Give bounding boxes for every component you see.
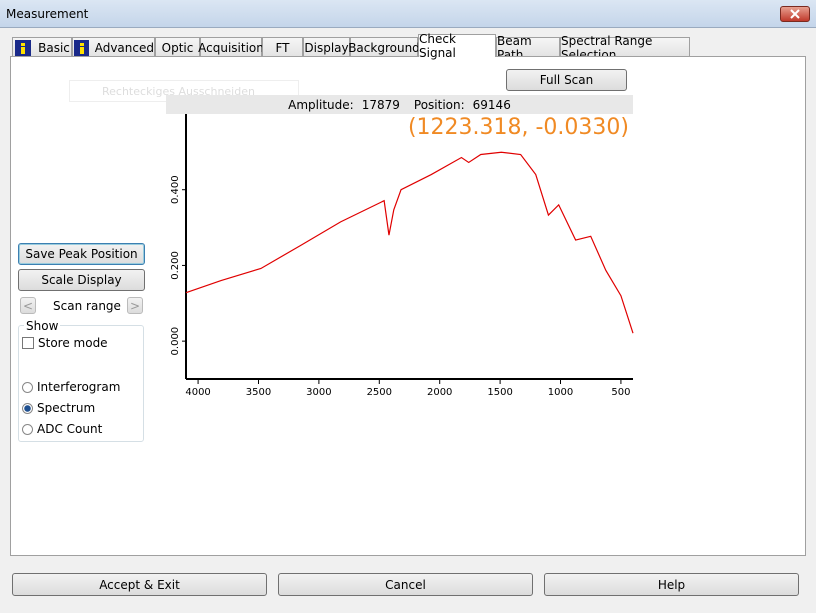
x-tick-label: 500 (611, 387, 630, 398)
show-group: Show Store mode Interferogram Spectrum ADC… (18, 319, 144, 442)
tab[interactable]: Check Signal (418, 32, 496, 60)
tab[interactable]: Advanced (72, 37, 155, 57)
checkbox[interactable] (22, 337, 34, 349)
tab-label: Check Signal (419, 32, 456, 60)
show-group-label: Show (24, 319, 61, 333)
radio[interactable] (22, 423, 33, 435)
tab[interactable]: Optic (155, 37, 200, 57)
chart: 4000 3500 3000 2500 2000 1500 1000 500 0.000 0.20… (170, 114, 634, 398)
dialog-button[interactable]: Help (544, 573, 799, 596)
spectrum-line (185, 151, 634, 334)
x-tick-label: 1500 (487, 387, 512, 398)
cursor-readout: (1223.318, -0.0330) (407, 115, 629, 140)
x-tick-label: 4000 (185, 387, 210, 398)
dialog-button[interactable]: Accept & Exit (12, 573, 267, 596)
amplitude-value: 17879 (361, 97, 400, 112)
tab[interactable]: Beam Path (496, 34, 560, 62)
radio[interactable] (22, 381, 33, 393)
save-peak-button[interactable]: Save Peak Position (18, 243, 145, 265)
radio-row[interactable]: Spectrum (22, 401, 95, 415)
y-tick-label: 0.000 (170, 327, 181, 356)
dialog-button[interactable]: Cancel (278, 573, 533, 596)
tab-label: Display (304, 40, 349, 55)
radio-row[interactable]: Interferogram (22, 380, 120, 394)
tab[interactable]: Basic (12, 37, 72, 57)
radio[interactable] (22, 402, 33, 414)
radio-label: Interferogram (37, 380, 121, 394)
scan-prev-button[interactable]: < (20, 297, 36, 314)
tab[interactable]: Acquisition (198, 37, 264, 57)
scan-range-label: Scan range (53, 299, 121, 313)
close-button[interactable] (780, 6, 810, 22)
tab[interactable]: FT (262, 37, 303, 57)
close-icon (790, 9, 800, 19)
status-bar: Amplitude: 17879 Position: 69146 (166, 95, 633, 114)
x-tick-label: 1000 (548, 387, 573, 398)
tab-label: Advanced (94, 40, 154, 55)
tab-label: Acquisition (198, 40, 264, 55)
scan-next-button[interactable]: > (127, 297, 143, 314)
y-tick-label: 0.400 (170, 175, 181, 204)
tab[interactable]: Background (348, 37, 420, 57)
amplitude-label: Amplitude: (288, 97, 354, 112)
info-icon (74, 39, 89, 56)
x-tick-label: 2000 (427, 387, 452, 398)
tab-label: Optic (161, 40, 194, 55)
info-icon (15, 39, 32, 56)
window-title: Measurement (6, 7, 89, 21)
tab-label: Basic (38, 40, 70, 55)
tab-label: FT (275, 40, 290, 55)
scale-display-button[interactable]: Scale Display (18, 269, 145, 291)
y-tick-label: 0.200 (170, 251, 181, 280)
store-mode-row[interactable]: Store mode (22, 336, 108, 350)
x-tick-label: 3000 (306, 387, 331, 398)
store-mode-label: Store mode (38, 336, 108, 350)
tab[interactable]: Spectral Range Selection (560, 34, 690, 62)
radio-row[interactable]: ADC Count (22, 422, 102, 436)
tab-panel: Rechteckiges Ausschneiden Full Scan Ampl… (10, 56, 806, 556)
radio-label: Spectrum (37, 401, 96, 415)
tab[interactable]: Display (303, 37, 350, 57)
x-tick-label: 2500 (367, 387, 392, 398)
tab-label: Background (348, 40, 420, 55)
position-value: 69146 (472, 97, 511, 112)
position-label: Position: (413, 97, 465, 112)
full-scan-button[interactable]: Full Scan (506, 69, 627, 91)
radio-label: ADC Count (37, 422, 103, 436)
x-tick-label: 3500 (246, 387, 271, 398)
title-bar: Measurement (0, 0, 816, 28)
